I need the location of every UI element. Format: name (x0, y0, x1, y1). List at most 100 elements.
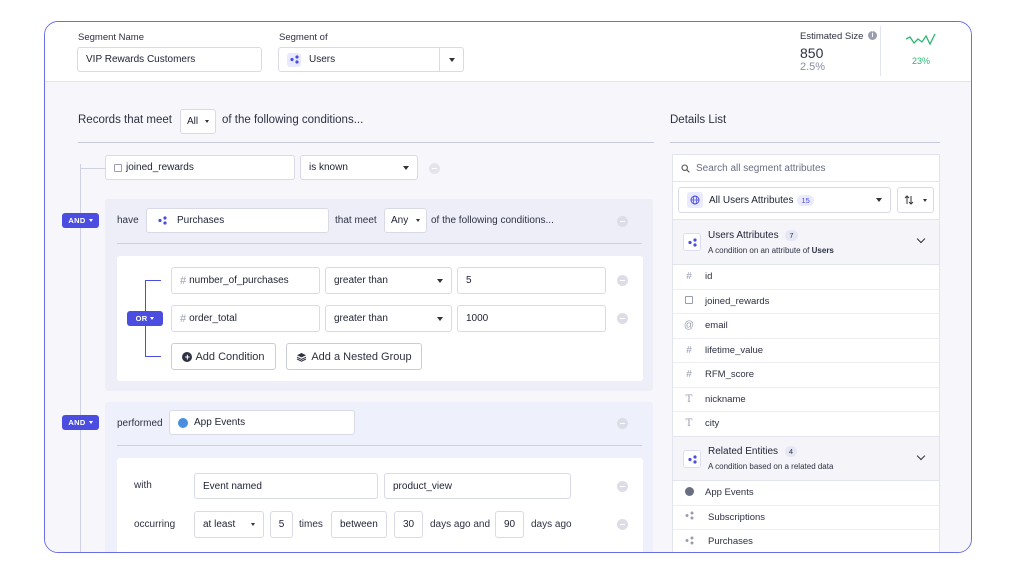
days-from-value: 30 (402, 519, 415, 530)
entity-icon (155, 213, 169, 228)
occurrence-qualifier-select[interactable]: at least (194, 511, 264, 538)
attribute-item[interactable]: joined_rewards (673, 290, 939, 314)
condition-value-input[interactable]: 1000 (457, 305, 606, 332)
remove-condition-button[interactable] (617, 313, 628, 324)
days-to-value: 90 (503, 519, 516, 530)
add-condition-button[interactable]: + Add Condition (171, 343, 276, 370)
users-group-entity: Users (811, 246, 834, 255)
records-prefix: Records that meet (78, 114, 172, 126)
attribute-name: city (705, 418, 720, 430)
days-to-input[interactable]: 90 (495, 511, 524, 538)
remove-condition-button[interactable] (617, 275, 628, 286)
estimated-size-value: 850 (800, 45, 824, 61)
layers-icon (297, 352, 307, 362)
chevron-down-icon (88, 219, 93, 222)
sort-button[interactable] (897, 187, 934, 213)
segment-of-dropdown-button[interactable] (439, 48, 463, 71)
days-ago-and-label: days ago and (430, 519, 491, 530)
and-operator-toggle[interactable]: AND (62, 415, 99, 430)
entity-item[interactable]: App Events (673, 481, 939, 506)
condition-operator-select[interactable]: greater than (325, 305, 452, 332)
records-match-select[interactable]: All (180, 109, 216, 134)
related-entities-group[interactable]: Related Entities 4 A condition based on … (673, 436, 939, 481)
attribute-search-input[interactable]: Search all segment attributes (673, 155, 939, 182)
condition-operator-select[interactable]: greater than (325, 267, 452, 294)
add-nested-group-button[interactable]: Add a Nested Group (286, 343, 422, 370)
number-icon: # (686, 344, 692, 356)
entity-name: Purchases (708, 536, 753, 548)
header-divider (880, 26, 881, 76)
entity-name: App Events (705, 487, 754, 499)
condition-value: 1000 (466, 313, 489, 324)
days-from-input[interactable]: 30 (394, 511, 423, 538)
attribute-item[interactable]: # lifetime_value (673, 339, 939, 363)
entity-item[interactable]: Subscriptions (673, 506, 939, 530)
occurrence-count-input[interactable]: 5 (270, 511, 293, 538)
chevron-down-icon (916, 234, 926, 244)
remove-condition-button[interactable] (429, 163, 440, 174)
info-icon[interactable]: i (868, 31, 877, 40)
attribute-name: lifetime_value (705, 344, 764, 356)
search-icon (681, 163, 690, 173)
remove-group-button[interactable] (617, 418, 628, 429)
plus-circle-icon: + (182, 351, 193, 362)
or-connector (145, 280, 161, 281)
attribute-item[interactable]: # id (673, 265, 939, 290)
event-name-input[interactable]: product_view (384, 473, 571, 499)
attribute-name: id (705, 271, 713, 283)
or-operator-toggle[interactable]: OR (127, 311, 163, 326)
event-field-select[interactable]: Event named (194, 473, 378, 499)
group-match-select[interactable]: Any (384, 208, 427, 233)
segment-name-input[interactable]: VIP Rewards Customers (77, 47, 262, 72)
remove-group-button[interactable] (617, 216, 628, 227)
condition-attribute-field[interactable]: # order_total (171, 305, 320, 332)
trend-percent: 23% (912, 56, 931, 66)
occurrence-qualifier-value: at least (203, 519, 236, 530)
entity-name: Subscriptions (708, 511, 766, 523)
segment-header: Segment Name VIP Rewards Customers Segme… (45, 22, 971, 82)
details-title: Details List (670, 114, 727, 126)
event-field-value: Event named (203, 480, 262, 492)
estimated-size-percent: 2.5% (800, 61, 826, 73)
details-list-panel: Search all segment attributes All Users … (672, 154, 940, 552)
text-icon: T (685, 393, 693, 405)
entity-icon (673, 511, 705, 523)
entity-icon (683, 450, 701, 468)
condition-attribute-field[interactable]: joined_rewards (105, 155, 295, 180)
attribute-filter-select[interactable]: All Users Attributes 15 (678, 187, 891, 213)
entity-item[interactable]: Purchases (673, 530, 939, 552)
attribute-name: nickname (705, 393, 746, 405)
and-operator-toggle[interactable]: AND (62, 213, 99, 228)
event-entity-value: App Events (194, 417, 246, 428)
attribute-item[interactable]: @ email (673, 314, 939, 339)
chevron-down-icon (416, 219, 420, 222)
globe-icon (687, 192, 703, 208)
number-icon: # (180, 312, 187, 325)
attribute-name: email (705, 320, 728, 332)
users-attributes-group[interactable]: Users Attributes 7 A condition on an att… (673, 219, 939, 265)
sort-icon (904, 195, 914, 205)
attribute-name: joined_rewards (705, 295, 770, 307)
condition-operator-select[interactable]: is known (300, 155, 418, 180)
estimated-size-label: Estimated Size (800, 31, 864, 42)
time-range-value: between (340, 519, 378, 530)
with-label: with (134, 480, 152, 491)
time-range-select[interactable]: between (331, 511, 387, 538)
attribute-item[interactable]: # RFM_score (673, 363, 939, 388)
entity-icon (287, 52, 301, 67)
clock-icon (673, 486, 705, 499)
chevron-down-icon (448, 57, 455, 62)
remove-condition-button[interactable] (617, 519, 628, 530)
event-entity-field[interactable]: App Events (169, 410, 355, 435)
records-suffix: of the following conditions... (222, 114, 364, 126)
condition-value-input[interactable]: 5 (457, 267, 606, 294)
remove-condition-button[interactable] (617, 481, 628, 492)
users-group-title: Users Attributes (708, 230, 779, 242)
condition-attribute-field[interactable]: # number_of_purchases (171, 267, 320, 294)
condition-attribute-value: joined_rewards (126, 162, 194, 173)
at-icon: @ (683, 320, 695, 332)
group-entity-field[interactable]: Purchases (146, 208, 329, 233)
segment-of-select[interactable]: Users (278, 47, 464, 72)
